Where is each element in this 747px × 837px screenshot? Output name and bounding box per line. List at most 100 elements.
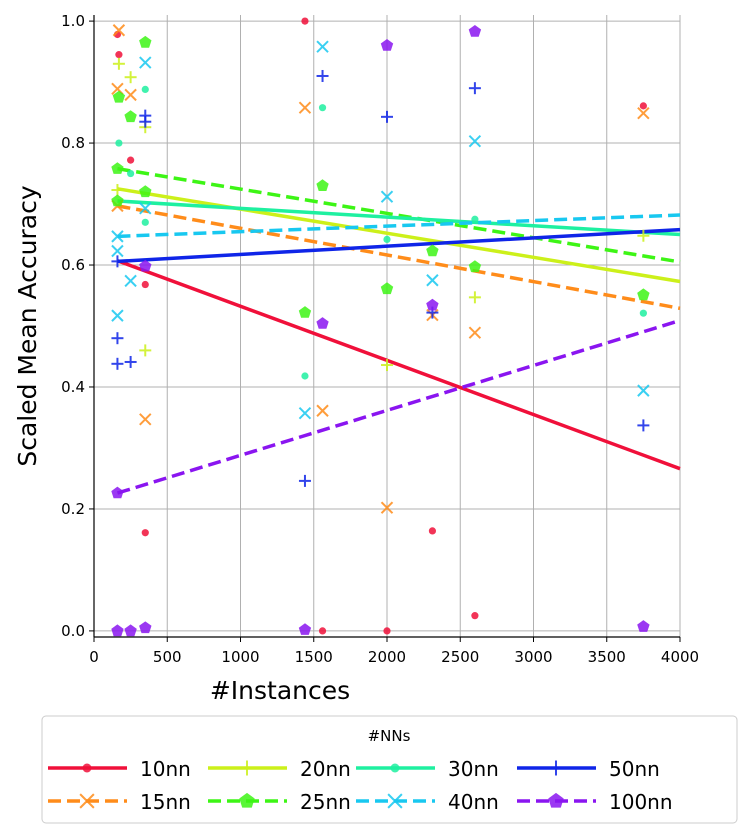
- point-100nn: [316, 317, 329, 329]
- point-40nn: [426, 274, 439, 287]
- x-tick-label: 500: [153, 648, 182, 666]
- point-100nn: [111, 486, 124, 499]
- point-15nn: [637, 106, 650, 120]
- point-100nn: [139, 621, 152, 634]
- legend-label: 40nn: [448, 790, 499, 814]
- x-tick-label: 1500: [295, 648, 333, 666]
- point-15nn: [380, 501, 394, 514]
- x-tick-label: 1000: [221, 648, 259, 666]
- point-15nn: [139, 413, 152, 426]
- point-100nn: [637, 620, 650, 632]
- point-40nn: [468, 135, 482, 148]
- legend-label: 30nn: [448, 757, 499, 781]
- y-tick-label: 0.2: [61, 500, 85, 518]
- point-30nn: [471, 215, 479, 223]
- point-15nn: [112, 24, 126, 37]
- legend-label: 15nn: [140, 790, 191, 814]
- point-15nn: [298, 101, 312, 114]
- trend-line-50nn: [117, 227, 681, 264]
- legend-marker: [239, 760, 255, 776]
- point-30nn: [115, 139, 123, 147]
- legend-label: 10nn: [140, 757, 191, 781]
- point-25nn: [111, 162, 124, 174]
- point-40nn: [298, 406, 312, 420]
- legend-marker: [387, 793, 403, 809]
- point-15nn: [124, 88, 137, 102]
- point-10nn: [127, 156, 135, 164]
- legend-item-25nn: 25nn: [208, 790, 351, 814]
- point-25nn: [316, 179, 329, 191]
- legend-item-40nn: 40nn: [356, 790, 499, 814]
- data-points: [111, 17, 650, 637]
- point-10nn: [318, 627, 327, 635]
- y-tick-label: 0.6: [61, 256, 85, 274]
- legend-item-20nn: 20nn: [208, 757, 351, 781]
- point-10nn: [141, 529, 149, 537]
- legend-label: 50nn: [609, 757, 660, 781]
- point-30nn: [141, 218, 149, 226]
- point-25nn: [111, 194, 124, 207]
- point-20nn: [112, 57, 125, 70]
- point-30nn: [639, 309, 647, 317]
- legend: #NNs 10nn 15nn 20nn 25nn 30nn 40nn 50nn 100nn: [41, 715, 738, 824]
- trend-line-25nn: [117, 166, 681, 264]
- y-tick-label: 0.0: [61, 622, 85, 640]
- point-30nn: [301, 372, 309, 380]
- y-tick-label: 0.4: [61, 378, 85, 396]
- legend-item-15nn: 15nn: [48, 790, 191, 814]
- trend-line-10nn: [116, 259, 681, 471]
- legend-item-50nn: 50nn: [517, 757, 660, 781]
- point-40nn: [111, 309, 124, 322]
- tick-labels: 0 500 1000 1500 2000 2500 3000 3500 4000 0.0 0.2 0.…: [61, 12, 699, 666]
- point-10nn: [141, 280, 149, 289]
- point-30nn: [383, 235, 391, 244]
- legend-item-100nn: 100nn: [517, 790, 673, 814]
- point-50nn: [637, 419, 650, 432]
- point-20nn: [637, 229, 650, 242]
- y-tick-label: 1.0: [61, 12, 85, 30]
- y-axis-title: Scaled Mean Accuracy: [13, 185, 42, 466]
- point-15nn: [468, 326, 482, 339]
- point-25nn: [112, 90, 126, 103]
- point-100nn: [380, 39, 394, 51]
- point-30nn: [318, 104, 327, 112]
- point-50nn: [468, 82, 481, 95]
- point-50nn: [316, 69, 329, 82]
- legend-marker: [548, 760, 564, 776]
- point-40nn: [380, 190, 394, 203]
- point-50nn: [381, 110, 393, 123]
- point-100nn: [111, 624, 124, 637]
- point-25nn: [124, 110, 137, 123]
- point-10nn: [115, 51, 123, 59]
- legend-label: 25nn: [300, 790, 351, 814]
- axes: [89, 15, 681, 642]
- point-40nn: [124, 274, 137, 288]
- trend-lines: [116, 166, 681, 495]
- point-30nn: [141, 85, 149, 93]
- point-50nn: [124, 355, 137, 368]
- point-20nn: [381, 359, 393, 372]
- point-100nn: [298, 623, 312, 635]
- point-25nn: [139, 35, 152, 48]
- x-tick-label: 0: [89, 648, 99, 666]
- point-15nn: [316, 404, 329, 417]
- trend-line-100nn: [116, 318, 681, 495]
- point-100nn: [468, 25, 482, 37]
- point-40nn: [637, 384, 650, 397]
- legend-marker: [82, 763, 92, 773]
- point-25nn: [139, 185, 152, 198]
- point-20nn: [468, 291, 481, 304]
- point-50nn: [298, 474, 311, 487]
- point-50nn: [111, 255, 124, 268]
- legend-marker: [239, 792, 255, 808]
- point-100nn: [426, 298, 439, 311]
- legend-marker: [390, 763, 400, 773]
- point-30nn: [127, 169, 135, 178]
- legend-item-10nn: 10nn: [48, 757, 191, 781]
- point-20nn: [111, 184, 124, 197]
- point-25nn: [637, 288, 650, 301]
- x-tick-label: 4000: [661, 648, 699, 666]
- point-40nn: [316, 40, 329, 53]
- point-40nn: [111, 244, 124, 258]
